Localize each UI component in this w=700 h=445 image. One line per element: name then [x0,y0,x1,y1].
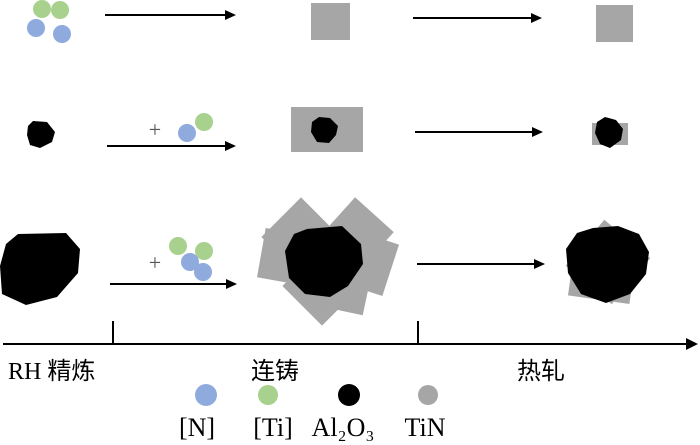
alumina-inclusion-large [566,226,649,303]
nitrogen-atom-dot [27,19,45,37]
timeline-tick [112,321,114,343]
plus-operator: + [148,117,162,142]
legend-tin-dot [418,385,438,405]
nitrogen-atom-dot [178,124,196,142]
stage-label-hot-rolling: 热轧 [517,359,565,385]
alumina-inclusion-small [27,121,55,148]
process-arrow-icon [415,127,543,137]
alumina-inclusion-large [0,233,80,305]
process-arrow-icon [413,13,542,23]
legend-label-nitrogen: [N] [178,413,216,442]
legend-alumina-dot [338,384,360,406]
legend-titanium-dot [258,385,278,405]
process-arrow-icon [417,259,545,269]
tin-precipitate-square [311,3,350,40]
stage-label-rh-refining: RH 精炼 [8,359,96,385]
titanium-atom-dot [169,237,187,255]
legend-nitrogen-dot [195,384,217,406]
legend-label-titanium: [Ti] [253,413,293,442]
timeline-axis [3,338,698,350]
process-arrow-icon [110,279,237,289]
titanium-atom-dot [195,242,213,260]
plus-operator: + [148,250,162,275]
nitrogen-atom-dot [194,263,212,281]
alumina-inclusion-small [311,117,338,143]
titanium-atom-dot [195,113,213,131]
stage-label-continuous-casting: 连铸 [251,359,299,385]
titanium-atom-dot [33,0,51,18]
alumina-inclusion-small [595,117,623,148]
tin-precipitate-square [596,5,633,42]
timeline-tick [417,321,419,343]
titanium-atom-dot [51,1,69,19]
legend-label-tin: TiN [404,413,446,442]
process-arrow-icon [107,141,236,151]
legend-label-alumina: Al₂O₃ [311,413,375,442]
nitrogen-atom-dot [53,25,71,43]
process-arrow-icon [105,10,236,20]
alumina-inclusion-large [285,226,363,297]
